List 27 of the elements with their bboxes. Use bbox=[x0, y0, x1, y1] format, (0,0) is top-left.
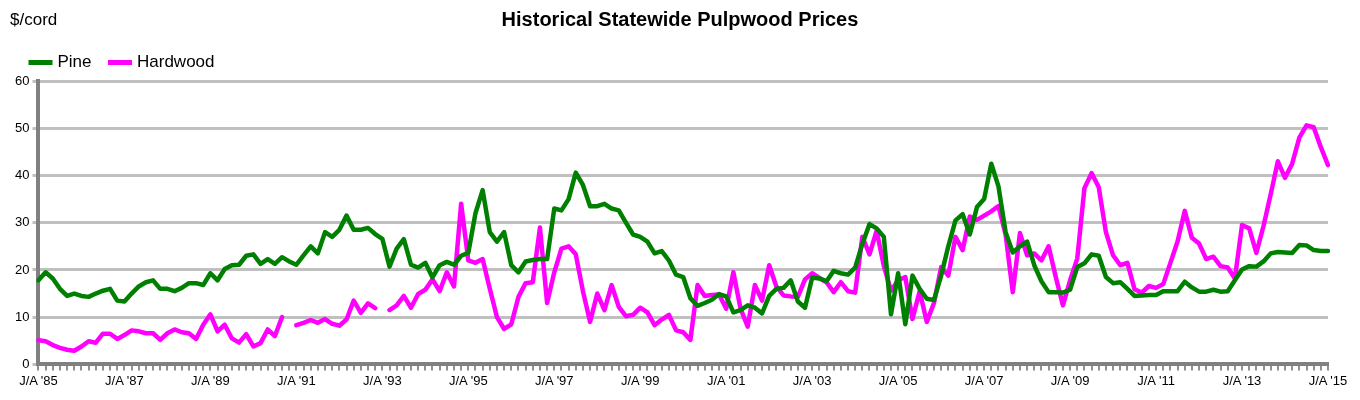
y-tick-label: 0 bbox=[22, 355, 30, 371]
x-tick-label: J/A '05 bbox=[878, 372, 918, 388]
x-tick-label: J/A '15 bbox=[1308, 372, 1348, 388]
y-axis-title: $/cord bbox=[10, 10, 58, 30]
x-tick-label: J/A '89 bbox=[191, 372, 230, 388]
x-tick-label: J/A '07 bbox=[964, 372, 1004, 388]
y-tick-label: 50 bbox=[14, 119, 30, 135]
x-tick-label: J/A '95 bbox=[448, 372, 488, 388]
y-tick-label: 60 bbox=[14, 72, 30, 88]
x-tick-label: J/A '91 bbox=[277, 372, 316, 388]
legend-label: Hardwood bbox=[137, 52, 215, 72]
y-tick-label: 20 bbox=[14, 261, 30, 277]
x-tick-label: J/A '99 bbox=[620, 372, 660, 388]
x-tick-label: J/A '85 bbox=[19, 372, 58, 388]
chart-title: Historical Statewide Pulpwood Prices bbox=[501, 8, 859, 30]
x-tick-label: J/A '87 bbox=[105, 372, 144, 388]
x-tick-label: J/A '03 bbox=[792, 372, 832, 388]
x-tick-label: J/A '13 bbox=[1222, 372, 1262, 388]
x-tick-label: J/A '11 bbox=[1137, 372, 1175, 388]
legend-label: Pine bbox=[57, 52, 92, 72]
x-tick-label: J/A '93 bbox=[363, 372, 402, 388]
x-tick-label: J/A '97 bbox=[534, 372, 574, 388]
y-tick-label: 40 bbox=[14, 167, 30, 183]
y-tick-label: 10 bbox=[14, 308, 30, 324]
y-tick-label: 30 bbox=[14, 214, 30, 230]
x-tick-label: J/A '09 bbox=[1050, 372, 1090, 388]
x-tick-label: J/A '01 bbox=[706, 372, 746, 388]
